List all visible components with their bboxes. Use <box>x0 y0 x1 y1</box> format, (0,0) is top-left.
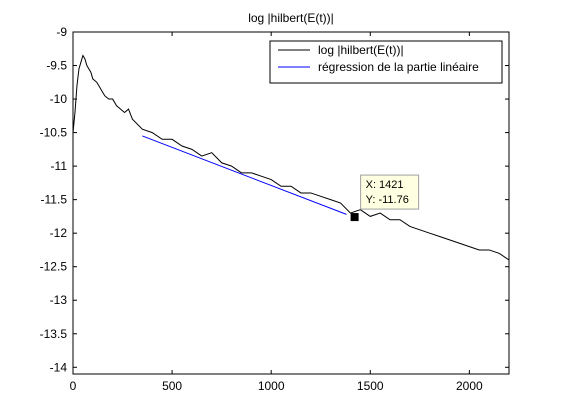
y-tick-label: -10 <box>50 92 68 106</box>
y-axis: -9 -9.5 -10 -10.5 -11 -11.5 -12 -12.5 -13 -13.5 -1… <box>40 25 509 374</box>
y-tick-label: -14 <box>50 360 68 374</box>
datatip-x-text: X: 1421 <box>366 179 404 191</box>
datatip-marker[interactable] <box>350 213 359 222</box>
legend-label: log |hilbert(E(t))| <box>318 43 404 57</box>
y-tick-label: -10.5 <box>40 126 68 140</box>
y-tick-label: -9.5 <box>46 59 67 73</box>
x-axis: 0 500 1000 1500 2000 <box>70 32 483 393</box>
datatip-y-text: Y: -11.76 <box>366 194 409 206</box>
datatip-box <box>360 174 420 210</box>
series-layer <box>72 54 510 261</box>
x-tick-label: 0 <box>70 379 77 393</box>
legend-label: régression de la partie linéaire <box>318 60 479 74</box>
plot-area <box>72 31 510 375</box>
x-tick-label: 1000 <box>258 379 285 393</box>
series-line-regression <box>142 135 347 215</box>
y-tick-label: -11 <box>51 159 68 173</box>
datatip[interactable]: X: 1421 Y: -11.76 <box>350 174 420 222</box>
legend-box <box>269 40 503 84</box>
legend: log |hilbert(E(t))| régression de la part… <box>269 40 503 84</box>
y-tick-label: -11.5 <box>41 193 68 207</box>
y-tick-label: -12.5 <box>40 260 68 274</box>
x-tick-label: 2000 <box>456 379 483 393</box>
x-tick-label: 1500 <box>357 379 384 393</box>
x-tick-label: 500 <box>162 379 182 393</box>
series-line-hilbert <box>72 54 510 261</box>
y-tick-label: -13 <box>50 293 68 307</box>
y-tick-label: -9 <box>56 25 67 39</box>
y-tick-label: -13.5 <box>40 327 68 341</box>
y-tick-label: -12 <box>50 226 68 240</box>
chart-title: log |hilbert(E(t))| <box>248 11 334 25</box>
